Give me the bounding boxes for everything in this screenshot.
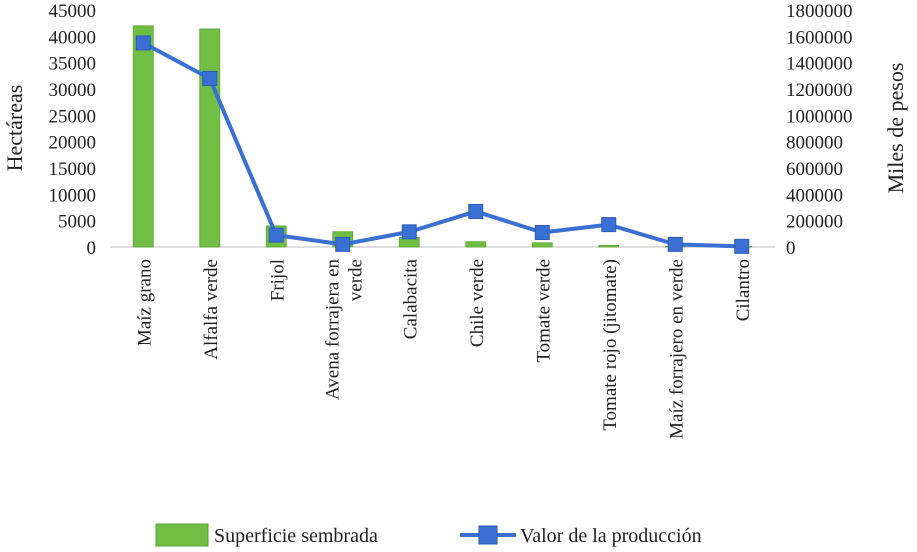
bar <box>598 245 620 248</box>
line-point <box>335 236 351 252</box>
line-point <box>468 203 484 219</box>
category-labels: Maíz grano Alfalfa verde Frijol Avena forra… <box>134 258 754 438</box>
left-tick-label: 30000 <box>49 80 97 101</box>
right-axis-ticks: 1800000 1600000 1400000 1200000 1000000 80000… <box>786 1 853 259</box>
right-tick-label: 1400000 <box>786 54 853 75</box>
category-label: Maíz forrajero en verde <box>666 259 687 439</box>
category-label: Avena forrajera en <box>322 259 343 400</box>
legend-label-valor: Valor de la producción <box>520 525 702 547</box>
line-point <box>135 35 151 51</box>
line-point <box>401 224 417 240</box>
category-label: Calabacita <box>400 258 421 339</box>
legend-label-superficie: Superficie sembrada <box>214 525 378 547</box>
right-tick-label: 1600000 <box>786 27 853 48</box>
category-label: verde <box>345 259 366 301</box>
bar <box>132 25 154 248</box>
left-tick-label: 5000 <box>58 212 96 233</box>
right-tick-label: 1000000 <box>786 106 853 127</box>
bar <box>199 28 221 248</box>
category-label: Maíz grano <box>134 259 155 346</box>
line-series <box>135 35 750 254</box>
left-tick-label: 35000 <box>49 54 97 75</box>
right-tick-label: 1200000 <box>786 80 853 101</box>
left-axis-title: Hectáreas <box>2 85 27 172</box>
left-tick-label: 40000 <box>49 27 97 48</box>
legend-swatch-superficie <box>155 523 209 547</box>
line-point <box>601 217 617 233</box>
category-label: Frijol <box>267 259 288 301</box>
line-point <box>734 238 750 254</box>
line-point <box>202 70 218 86</box>
line-point <box>667 236 683 252</box>
right-tick-label: 800000 <box>786 133 843 154</box>
left-tick-label: 45000 <box>49 1 97 22</box>
left-tick-label: 20000 <box>49 133 97 154</box>
left-tick-label: 15000 <box>49 159 97 180</box>
category-label: Tomate verde <box>533 259 554 363</box>
legend: Superficie sembrada Valor de la producci… <box>155 523 702 547</box>
right-tick-label: 0 <box>786 238 796 259</box>
bar <box>465 241 487 248</box>
right-tick-label: 1800000 <box>786 1 853 22</box>
category-label: Cilantro <box>733 259 754 321</box>
category-label: Chile verde <box>467 259 488 347</box>
right-tick-label: 200000 <box>786 212 843 233</box>
right-tick-label: 400000 <box>786 185 843 206</box>
category-label: Alfalfa verde <box>201 259 222 360</box>
left-tick-label: 0 <box>87 238 97 259</box>
right-tick-label: 600000 <box>786 159 843 180</box>
line-point <box>268 227 284 243</box>
legend-marker-valor <box>478 525 498 545</box>
series-line <box>142 41 742 249</box>
bar <box>531 242 553 248</box>
line-point <box>534 225 550 241</box>
left-tick-label: 10000 <box>49 185 97 206</box>
category-label: Tomate rojo (jitomate) <box>600 259 621 431</box>
bar-series <box>132 25 753 248</box>
right-axis-title: Miles de pesos <box>883 63 908 194</box>
left-tick-label: 25000 <box>49 106 97 127</box>
left-axis-ticks: 45000 40000 35000 30000 25000 20000 15000 10000… <box>49 1 97 259</box>
